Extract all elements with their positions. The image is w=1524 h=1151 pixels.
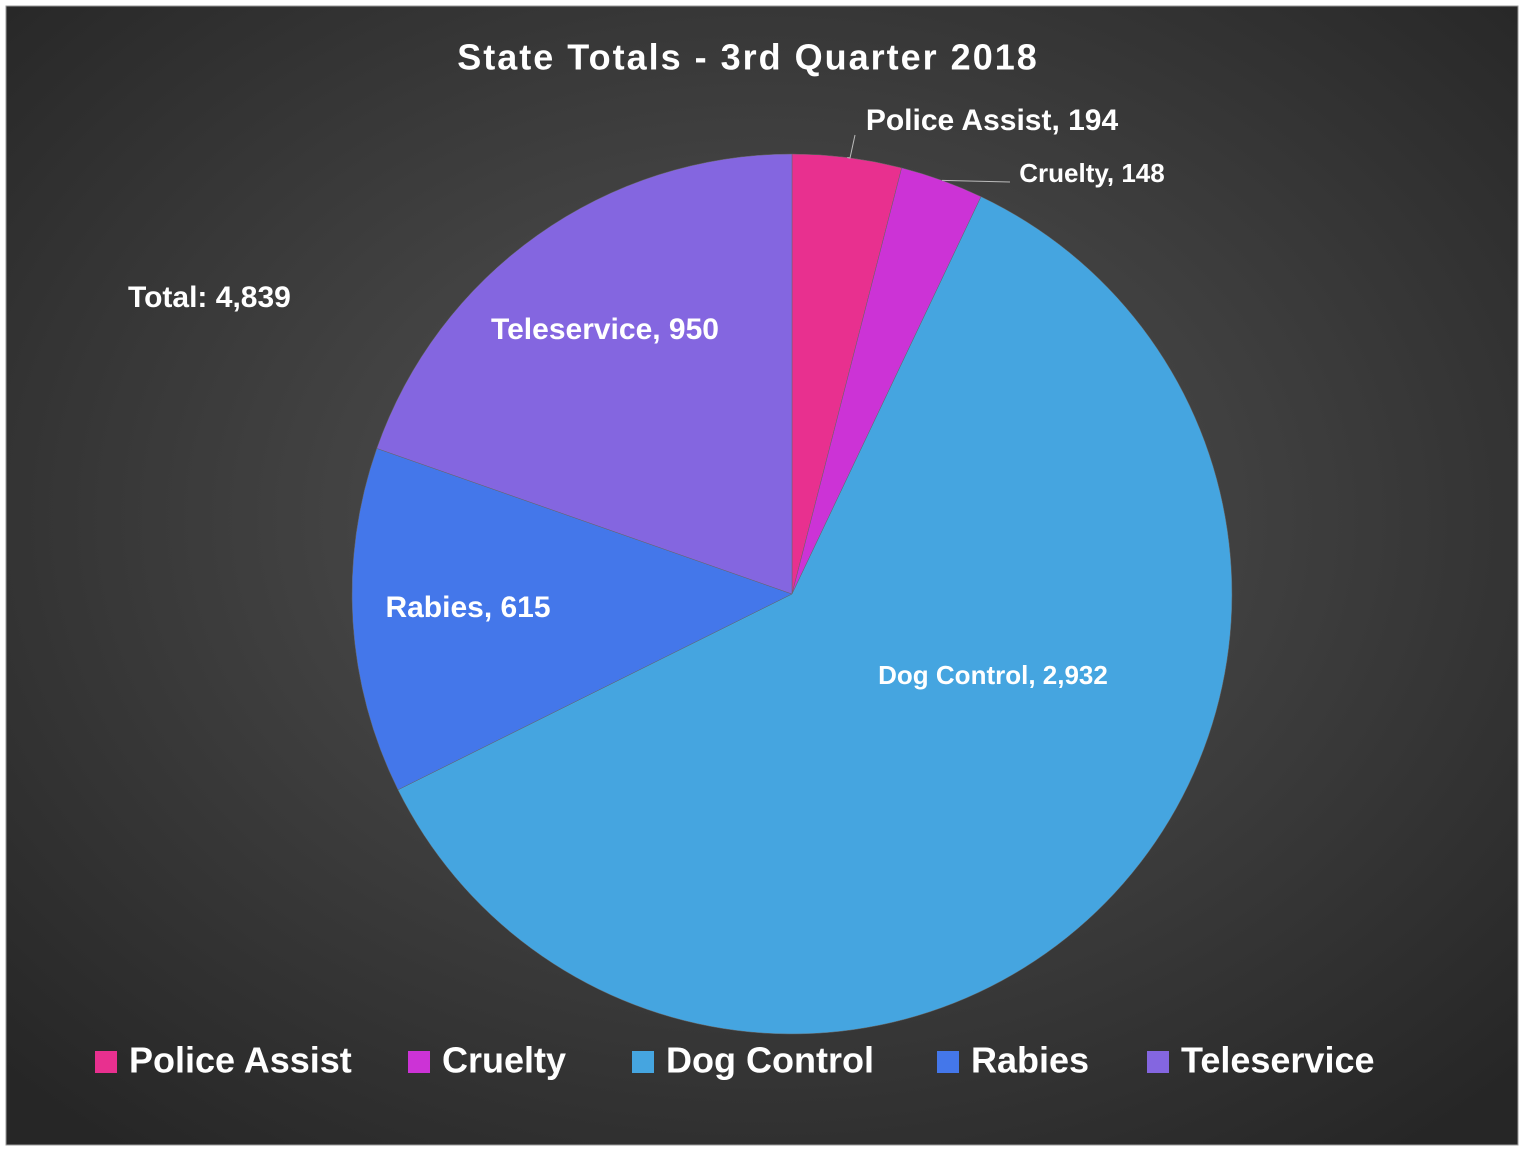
legend-swatch bbox=[1147, 1051, 1169, 1073]
legend-swatch bbox=[632, 1051, 654, 1073]
pie-slice bbox=[397, 196, 1233, 1035]
data-label: Rabies, 615 bbox=[385, 591, 550, 624]
legend-label: Dog Control bbox=[666, 1040, 874, 1081]
pie-slice bbox=[351, 448, 793, 791]
leader-line bbox=[942, 179, 1011, 183]
total-annotation: Total: 4,839 bbox=[128, 281, 291, 314]
legend-label: Rabies bbox=[971, 1040, 1089, 1081]
data-label: Teleservice, 950 bbox=[491, 313, 719, 346]
chart-title: State Totals - 3rd Quarter 2018 bbox=[457, 37, 1039, 78]
legend-label: Cruelty bbox=[442, 1040, 566, 1081]
pie-slice bbox=[376, 153, 793, 595]
leader-line bbox=[847, 134, 856, 159]
data-label: Dog Control, 2,932 bbox=[878, 660, 1108, 690]
data-label: Cruelty, 148 bbox=[1019, 158, 1164, 188]
data-label: Police Assist, 194 bbox=[866, 104, 1119, 137]
legend-swatch bbox=[95, 1051, 117, 1073]
legend-label: Police Assist bbox=[129, 1040, 352, 1081]
legend-swatch bbox=[408, 1051, 430, 1073]
legend-label: Teleservice bbox=[1181, 1040, 1374, 1081]
legend-swatch bbox=[937, 1051, 959, 1073]
